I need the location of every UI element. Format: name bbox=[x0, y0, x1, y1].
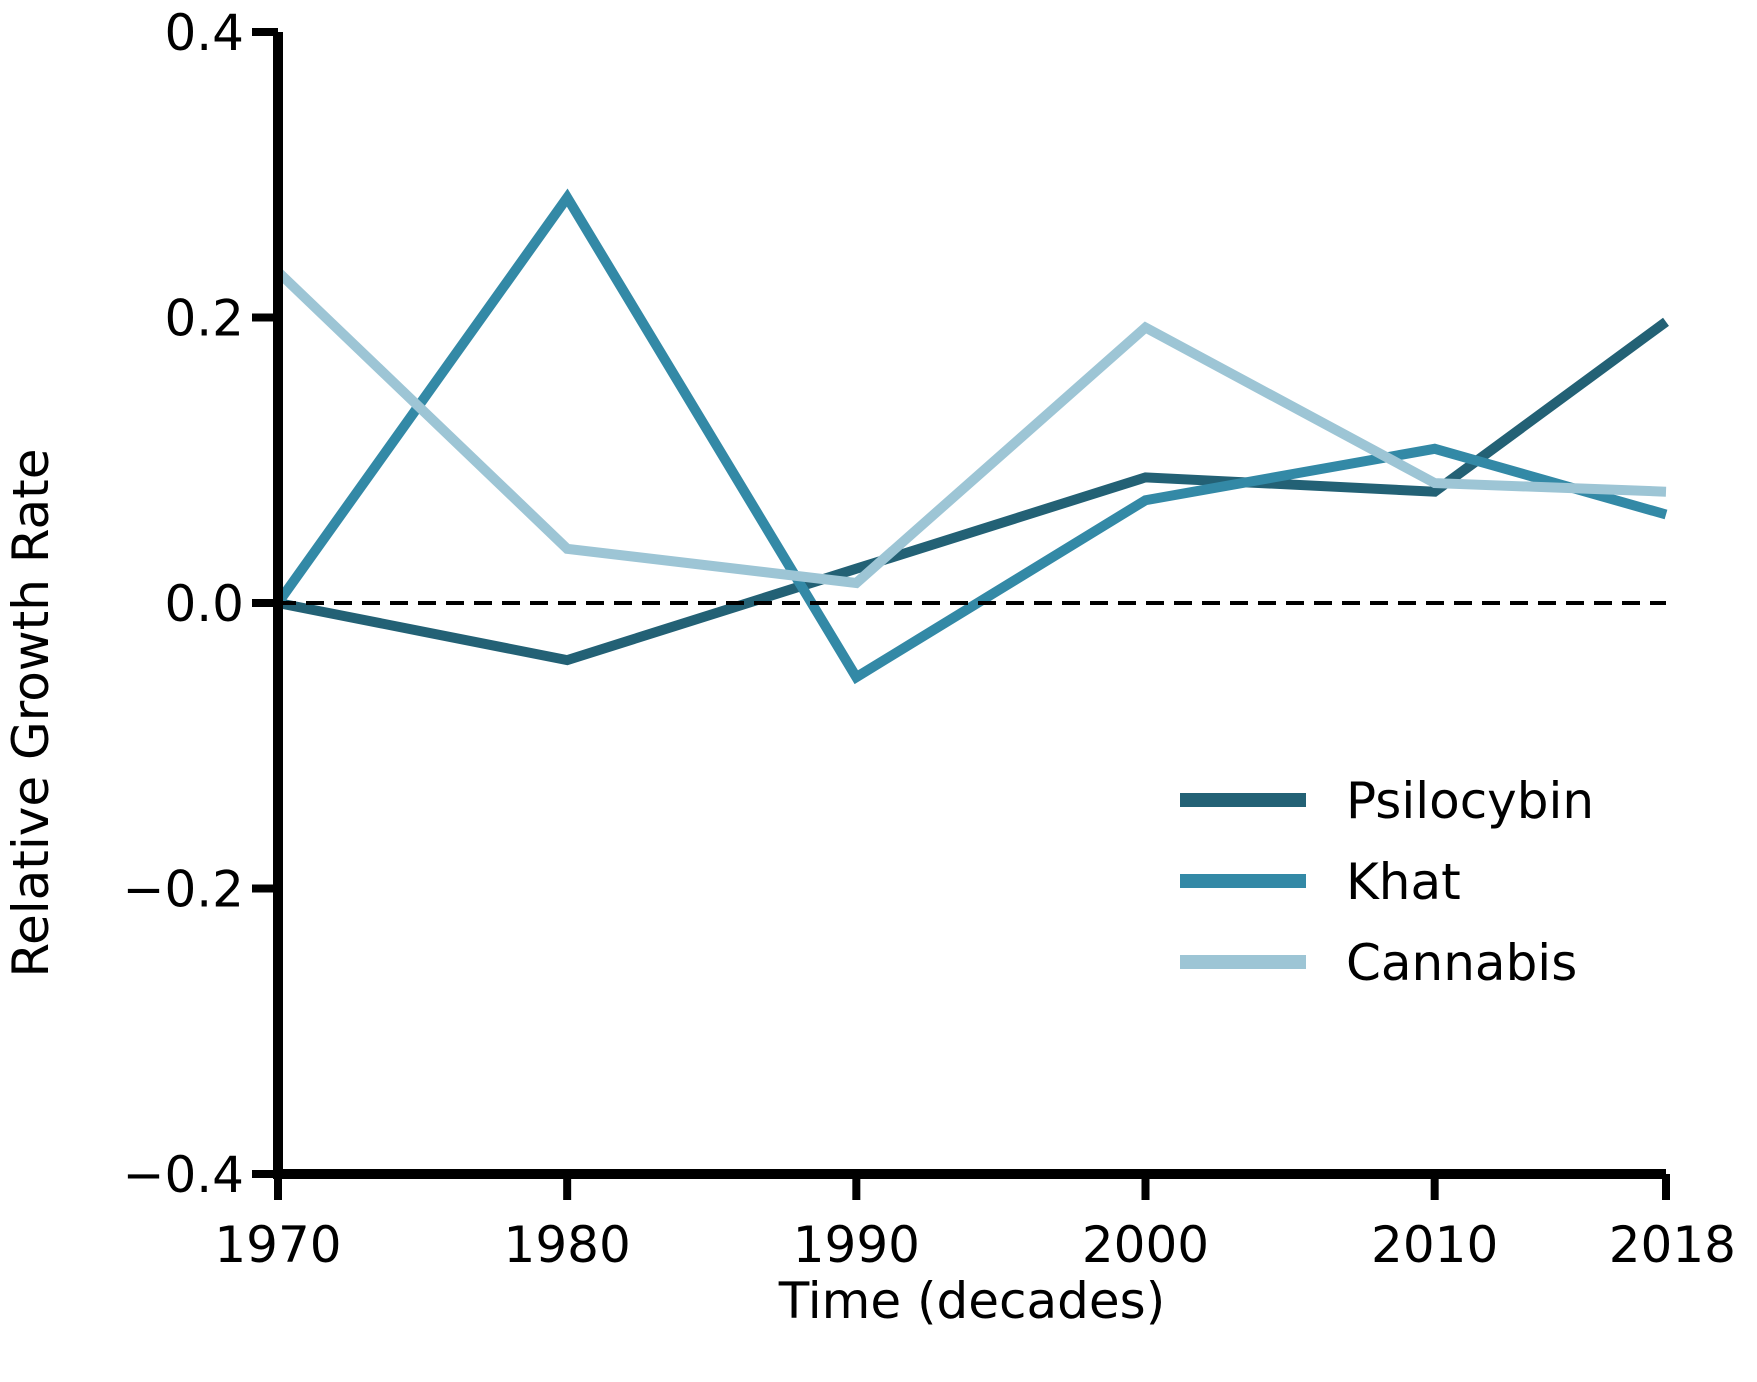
y-tick-label: 0.4 bbox=[164, 4, 244, 62]
y-axis-title: Relative Growth Rate bbox=[2, 448, 60, 977]
series-lines bbox=[273, 188, 1669, 685]
series-line-cannabis bbox=[274, 268, 1667, 589]
series-line-khat bbox=[273, 188, 1668, 685]
x-tick-label: 2000 bbox=[1082, 1216, 1209, 1274]
legend-label-cannabis: Cannabis bbox=[1346, 934, 1577, 992]
y-tick-label: −0.2 bbox=[123, 861, 244, 919]
x-tick-label: 2010 bbox=[1371, 1216, 1498, 1274]
y-tick-label: 0.2 bbox=[164, 290, 244, 348]
x-tick-label: 2018 bbox=[1609, 1216, 1736, 1274]
x-axis-title: Time (decades) bbox=[778, 1272, 1165, 1330]
x-tick-label: 1980 bbox=[504, 1216, 631, 1274]
y-axis-ticks: −0.4 −0.2 0.0 0.2 0.4 bbox=[123, 4, 278, 1204]
legend-label-psilocybin: Psilocybin bbox=[1346, 772, 1594, 830]
x-axis-ticks: 1970 1980 1990 2000 2010 2018 bbox=[214, 1174, 1736, 1274]
legend-label-khat: Khat bbox=[1346, 853, 1461, 911]
y-tick-label: 0.0 bbox=[164, 575, 244, 633]
x-tick-label: 1970 bbox=[214, 1216, 341, 1274]
y-tick-label: −0.4 bbox=[123, 1146, 244, 1204]
x-tick-label: 1990 bbox=[793, 1216, 920, 1274]
legend: Psilocybin Khat Cannabis bbox=[1180, 772, 1594, 992]
